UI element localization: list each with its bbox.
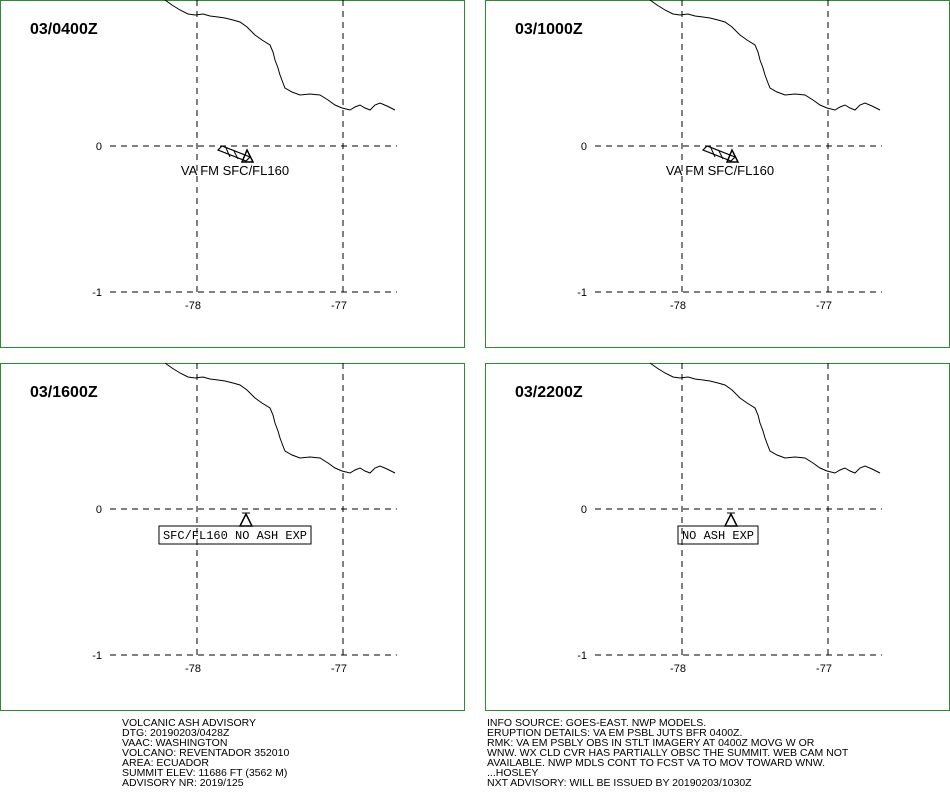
map-panel: 0 -1 -78 -77 03/1000Z VA FM SFC/FL160 xyxy=(485,0,950,348)
longitude-label: -77 xyxy=(331,300,347,312)
latitude-label: -1 xyxy=(92,287,102,299)
ash-label: VA FM SFC/FL160 xyxy=(666,163,774,178)
advisory-line: VOLCANIC ASH ADVISORY xyxy=(122,717,256,729)
advisory-line: DTG: 20190203/0428Z xyxy=(122,727,230,739)
panel-border xyxy=(0,363,465,711)
advisory-line: VOLCANO: REVENTADOR 352010 xyxy=(122,747,289,759)
longitude-label: -78 xyxy=(185,300,201,312)
ash-hatch xyxy=(225,147,231,158)
latitude-label: -1 xyxy=(92,650,102,662)
advisory-line: INFO SOURCE: GOES-EAST. NWP MODELS. xyxy=(487,717,706,729)
map-panel: 0 -1 -78 -77 03/0400Z VA FM SFC/FL160 xyxy=(0,0,465,348)
advisory-line: AVAILABLE. NWP MDLS CONT TO FCST VA TO M… xyxy=(487,757,825,769)
advisory-line: ADVISORY NR: 2019/125 xyxy=(122,777,244,789)
valid-time: 03/0400Z xyxy=(30,21,98,38)
advisory-line: SUMMIT ELEV: 11686 FT (3562 M) xyxy=(122,767,287,779)
latitude-label: -1 xyxy=(577,650,587,662)
panel-border xyxy=(0,0,465,348)
ash-label: VA FM SFC/FL160 xyxy=(181,163,289,178)
longitude-label: -77 xyxy=(816,663,832,675)
longitude-label: -78 xyxy=(185,663,201,675)
advisory-line: VAAC: WASHINGTON xyxy=(122,737,227,749)
latitude-label: 0 xyxy=(581,141,587,153)
map-panel: 0 -1 -78 -77 03/1600Z SFC/FL160 NO ASH EXP xyxy=(0,362,465,711)
volcano-symbol xyxy=(240,148,255,163)
label-box xyxy=(677,525,759,545)
coastline xyxy=(164,362,396,474)
valid-time: 03/2200Z xyxy=(515,384,583,401)
map-panel: 0 -1 -78 -77 03/2200Z NO ASH EXP xyxy=(485,362,950,711)
coastline xyxy=(164,0,396,111)
coastline xyxy=(649,362,881,474)
volcano-symbol xyxy=(725,148,740,163)
latitude-label: 0 xyxy=(96,141,102,153)
latitude-label: 0 xyxy=(581,504,587,516)
ash-hatch xyxy=(718,150,724,160)
advisory-line: AREA: ECUADOR xyxy=(122,757,209,769)
valid-time: 03/1000Z xyxy=(515,21,583,38)
coastline xyxy=(649,0,881,111)
advisory-line: NXT ADVISORY: WILL BE ISSUED BY 20190203… xyxy=(487,777,752,789)
longitude-label: -77 xyxy=(816,300,832,312)
advisory-line: ...HOSLEY xyxy=(487,767,538,779)
valid-time: 03/1600Z xyxy=(30,384,98,401)
no-ash-label: SFC/FL160 NO ASH EXP xyxy=(163,529,307,543)
longitude-label: -78 xyxy=(670,663,686,675)
ash-hatch xyxy=(710,147,716,158)
advisory-line: WNW. WX CLD CVR HAS PARTIALLY OBSC THE S… xyxy=(487,747,849,759)
volcano-symbol xyxy=(723,512,739,527)
latitude-label: 0 xyxy=(96,504,102,516)
volcano-symbol xyxy=(238,512,254,527)
advisory-line: ERUPTION DETAILS: VA EM PSBL JUTS BFR 04… xyxy=(487,727,742,739)
label-box xyxy=(158,525,312,545)
no-ash-label: NO ASH EXP xyxy=(682,529,754,543)
ash-hatch xyxy=(233,150,239,160)
latitude-label: -1 xyxy=(577,287,587,299)
longitude-label: -77 xyxy=(331,663,347,675)
advisory-line: RMK: VA EM PSBLY OBS IN STLT IMAGERY AT … xyxy=(487,737,815,749)
longitude-label: -78 xyxy=(670,300,686,312)
